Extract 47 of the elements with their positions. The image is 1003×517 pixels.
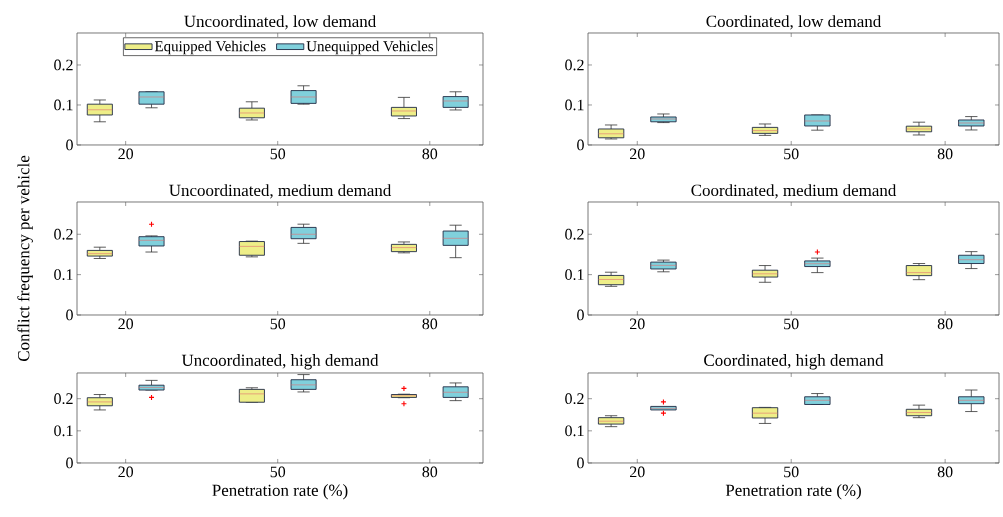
x-tick-label: 50 (270, 148, 286, 160)
chart-title: Uncoordinated, medium demand (169, 184, 392, 199)
x-tick-label: 80 (937, 148, 953, 160)
y-tick-label: 0 (577, 139, 584, 151)
y-tick-label: 0.1 (565, 99, 584, 111)
y-tick-label: 0.2 (565, 59, 584, 71)
y-tick-label: 0.1 (565, 269, 584, 281)
x-tick-label: 50 (270, 318, 286, 330)
chart-title: Coordinated, medium demand (691, 184, 897, 199)
x-axis-title: Penetration rate (%) (212, 484, 348, 500)
y-tick-label: 0 (66, 457, 73, 469)
x-tick-label: 20 (630, 466, 645, 478)
y-tick-label: 0.2 (54, 393, 73, 405)
x-tick-label: 80 (937, 466, 953, 478)
x-tick-label: 80 (422, 466, 438, 478)
chart-title: Uncoordinated, low demand (184, 15, 376, 30)
y-tick-label: 0.2 (54, 228, 73, 240)
y-axis-title: Conflict frequency per vehicle (17, 155, 33, 362)
chart-title: Uncoordinated, high demand (181, 354, 379, 370)
y-tick-label: 0 (577, 457, 584, 469)
x-tick-label: 80 (422, 318, 438, 330)
y-tick-label: 0.1 (54, 99, 73, 111)
x-tick-label: 20 (630, 148, 645, 160)
x-tick-label: 20 (630, 318, 645, 330)
x-tick-label: 50 (784, 466, 799, 478)
x-tick-label: 50 (784, 318, 799, 330)
y-tick-label: 0 (66, 309, 73, 321)
y-tick-label: 0.2 (54, 59, 73, 71)
x-tick-label: 80 (937, 318, 953, 330)
y-tick-label: 0.2 (565, 228, 584, 240)
x-tick-label: 20 (118, 148, 134, 160)
legend-label: Equipped Vehicles (154, 40, 266, 55)
x-tick-label: 20 (118, 466, 134, 478)
chart-title: Coordinated, high demand (704, 354, 884, 370)
y-tick-label: 0 (66, 139, 73, 151)
x-tick-label: 50 (784, 148, 799, 160)
x-tick-label: 50 (270, 466, 286, 478)
y-tick-label: 0.1 (54, 425, 73, 437)
chart-title: Coordinated, low demand (706, 15, 882, 30)
y-tick-label: 0.1 (565, 425, 584, 437)
x-tick-label: 80 (422, 148, 438, 160)
y-tick-label: 0 (577, 309, 584, 321)
y-tick-label: 0.2 (565, 393, 584, 405)
legend-label: Unequipped Vehicles (306, 40, 434, 55)
x-axis-title: Penetration rate (%) (725, 484, 861, 500)
x-tick-label: 20 (118, 318, 134, 330)
y-tick-label: 0.1 (54, 269, 73, 281)
